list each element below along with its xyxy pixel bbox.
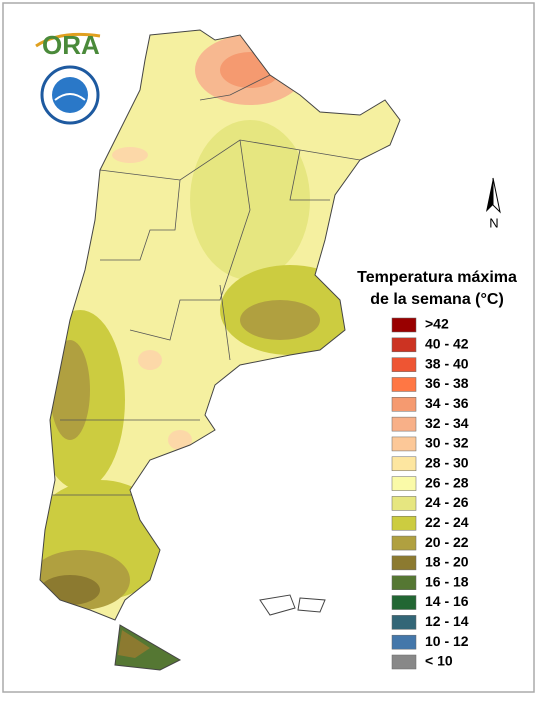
zone — [190, 120, 310, 280]
legend-swatch — [391, 317, 417, 333]
legend-label: 38 - 40 — [425, 355, 469, 371]
legend-swatch — [391, 654, 417, 670]
legend-swatch — [391, 634, 417, 650]
legend-label: 30 - 32 — [425, 435, 469, 451]
legend-swatch — [391, 357, 417, 372]
legend-label: 10 - 12 — [425, 633, 469, 649]
legend-swatch — [391, 595, 417, 610]
legend-label: >42 — [425, 316, 449, 332]
logo-text: ORA — [42, 30, 100, 60]
zone — [112, 147, 148, 163]
legend-swatch — [391, 476, 417, 491]
zone — [138, 350, 162, 370]
province-border — [219, 284, 231, 361]
legend-label: 36 - 38 — [425, 375, 469, 391]
legend-label: 14 - 16 — [425, 593, 469, 609]
logo-swoosh — [35, 32, 101, 48]
legend-swatch — [391, 496, 417, 511]
legend-label: 12 - 14 — [425, 613, 469, 629]
malvinas — [259, 594, 326, 616]
legend-label: 18 - 20 — [425, 554, 469, 570]
legend-label: 24 - 26 — [425, 494, 469, 510]
legend-swatch — [391, 555, 417, 571]
legend-label: 34 - 36 — [425, 395, 469, 411]
province-border — [289, 149, 330, 201]
legend-label: 32 - 34 — [425, 415, 469, 431]
legend-label: 22 - 24 — [425, 514, 469, 530]
legend-swatch — [391, 615, 417, 630]
arrow-half — [492, 177, 501, 214]
legend-title: Temperatura máxima — [357, 269, 517, 286]
legend-label: 26 - 28 — [425, 474, 469, 490]
legend-swatch — [391, 337, 417, 353]
legend-label: < 10 — [425, 653, 453, 669]
legend-label: 20 - 22 — [425, 534, 469, 550]
legend-label: 40 - 42 — [425, 336, 469, 352]
legend-swatch — [391, 436, 417, 452]
legend-title: de la semana (°C) — [370, 291, 504, 308]
legend-swatch — [391, 535, 417, 551]
zone — [168, 430, 192, 450]
legend-swatch — [391, 377, 417, 392]
north-label: N — [489, 215, 498, 230]
legend-label: 16 - 18 — [425, 573, 469, 589]
legend-swatch — [391, 575, 417, 590]
legend-swatch — [391, 416, 417, 432]
logo-wave — [54, 93, 86, 101]
legend: Temperatura máxima de la semana (°C) >42 40… — [357, 269, 517, 670]
legend-swatch — [391, 515, 417, 531]
zone — [240, 300, 320, 340]
zone — [118, 630, 150, 658]
province-border — [100, 179, 181, 261]
legend-swatch — [391, 397, 417, 412]
province-border — [199, 74, 271, 101]
logo: ORA — [35, 30, 101, 125]
north-arrow: N — [486, 177, 501, 230]
legend-swatch — [391, 456, 417, 472]
arrow-half — [486, 178, 493, 212]
province-border — [129, 139, 251, 341]
legend-label: 28 - 30 — [425, 454, 469, 470]
